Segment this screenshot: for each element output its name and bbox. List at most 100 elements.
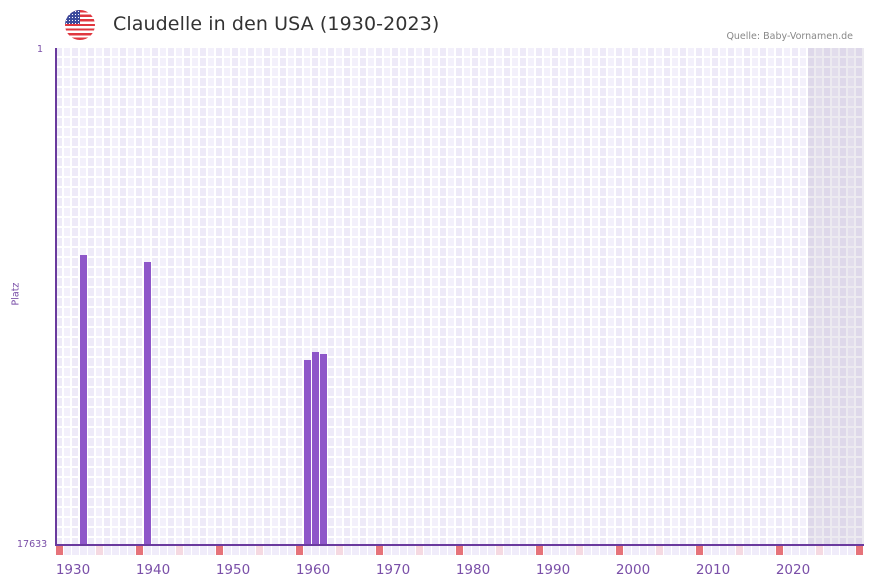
y-axis-title: Platz xyxy=(10,282,22,306)
bar-1961[interactable] xyxy=(320,353,327,545)
plot-area xyxy=(56,48,864,545)
year-marker xyxy=(416,546,423,555)
year-marker xyxy=(424,546,431,555)
year-marker xyxy=(504,546,511,555)
year-marker xyxy=(680,546,687,555)
year-marker xyxy=(160,546,167,555)
year-marker xyxy=(128,546,135,555)
year-marker xyxy=(304,546,311,555)
year-marker xyxy=(496,546,503,555)
year-marker xyxy=(832,546,839,555)
year-marker xyxy=(608,546,615,555)
year-marker xyxy=(744,546,751,555)
x-tick-label: 1940 xyxy=(135,562,171,578)
year-marker xyxy=(280,546,287,555)
year-marker xyxy=(216,546,223,555)
year-marker xyxy=(688,546,695,555)
year-marker xyxy=(712,546,719,555)
y-tick-bottom: 17633 xyxy=(17,539,48,550)
year-marker xyxy=(112,546,119,555)
year-marker xyxy=(328,546,335,555)
year-marker xyxy=(552,546,559,555)
year-marker xyxy=(600,546,607,555)
year-marker xyxy=(296,546,303,555)
year-marker xyxy=(584,546,591,555)
year-marker xyxy=(432,546,439,555)
year-marker xyxy=(208,546,215,555)
year-marker xyxy=(616,546,623,555)
year-marker xyxy=(728,546,735,555)
year-marker xyxy=(64,546,71,555)
x-tick-label: 1980 xyxy=(455,562,491,578)
year-marker xyxy=(456,546,463,555)
bar-1931[interactable] xyxy=(80,254,87,545)
year-marker xyxy=(656,546,663,555)
year-marker xyxy=(256,546,263,555)
x-tick-label: 2000 xyxy=(615,562,651,578)
bar-1960[interactable] xyxy=(312,352,319,545)
year-marker xyxy=(648,546,655,555)
year-marker xyxy=(696,546,703,555)
year-marker xyxy=(536,546,543,555)
year-marker xyxy=(784,546,791,555)
year-marker xyxy=(512,546,519,555)
year-marker xyxy=(360,546,367,555)
year-marker xyxy=(344,546,351,555)
source-link[interactable]: Quelle: Baby-Vornamen.de xyxy=(726,31,853,42)
year-marker xyxy=(824,546,831,555)
bar-1959[interactable] xyxy=(304,360,311,545)
year-marker xyxy=(272,546,279,555)
year-marker xyxy=(320,546,327,555)
year-marker xyxy=(848,546,855,555)
year-marker xyxy=(248,546,255,555)
year-marker xyxy=(792,546,799,555)
year-marker xyxy=(816,546,823,555)
bar-1939[interactable] xyxy=(144,262,151,545)
year-marker xyxy=(400,546,407,555)
grid-lines xyxy=(56,48,864,545)
year-marker xyxy=(856,546,863,555)
year-marker xyxy=(72,546,79,555)
year-marker xyxy=(528,546,535,555)
year-marker xyxy=(448,546,455,555)
year-marker xyxy=(752,546,759,555)
year-marker xyxy=(760,546,767,555)
year-marker xyxy=(392,546,399,555)
year-marker xyxy=(336,546,343,555)
year-marker xyxy=(576,546,583,555)
year-marker xyxy=(464,546,471,555)
year-marker xyxy=(176,546,183,555)
year-marker xyxy=(488,546,495,555)
y-axis-line xyxy=(55,48,57,546)
year-marker xyxy=(184,546,191,555)
year-marker xyxy=(408,546,415,555)
year-marker xyxy=(240,546,247,555)
year-marker xyxy=(440,546,447,555)
usa-flag-icon xyxy=(65,10,95,40)
x-tick-label: 1990 xyxy=(535,562,571,578)
year-marker xyxy=(136,546,143,555)
year-marker xyxy=(640,546,647,555)
x-tick-label: 1960 xyxy=(295,562,331,578)
year-marker xyxy=(624,546,631,555)
x-tick-label: 2020 xyxy=(775,562,811,578)
year-marker xyxy=(768,546,775,555)
year-marker xyxy=(192,546,199,555)
year-marker xyxy=(224,546,231,555)
future-shaded-region xyxy=(808,48,864,545)
chart-title: Claudelle in den USA (1930-2023) xyxy=(113,13,440,35)
year-marker xyxy=(152,546,159,555)
year-marker xyxy=(800,546,807,555)
year-marker xyxy=(544,546,551,555)
x-tick-label: 1950 xyxy=(215,562,251,578)
x-tick-label: 1970 xyxy=(375,562,411,578)
year-marker xyxy=(264,546,271,555)
year-marker xyxy=(560,546,567,555)
year-marker xyxy=(568,546,575,555)
year-marker xyxy=(632,546,639,555)
x-axis-line xyxy=(56,544,864,546)
year-marker xyxy=(232,546,239,555)
year-marker xyxy=(368,546,375,555)
year-marker xyxy=(664,546,671,555)
year-marker xyxy=(592,546,599,555)
